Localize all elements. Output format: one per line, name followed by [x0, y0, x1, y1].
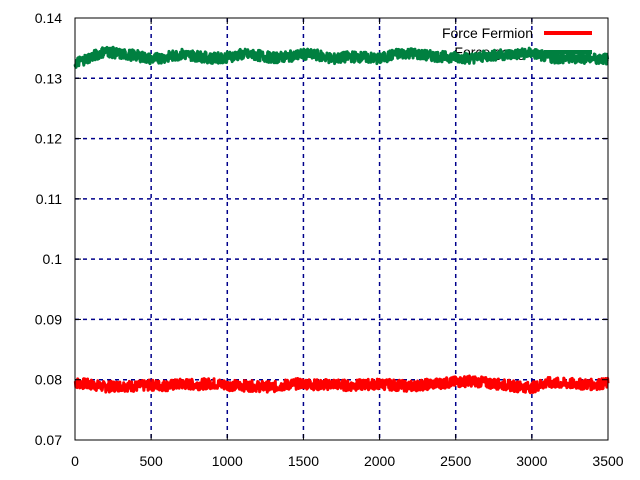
- x-tick-label: 2000: [364, 453, 395, 469]
- x-tick-label: 1000: [212, 453, 243, 469]
- series-line-1: [73, 45, 610, 69]
- legend-label: Force Fermion: [442, 25, 533, 41]
- x-tick-label: 2500: [440, 453, 471, 469]
- y-tick-label: 0.13: [35, 70, 62, 86]
- y-tick-label: 0.09: [35, 311, 62, 327]
- plot-frame: [74, 17, 609, 441]
- x-tick-label: 1500: [288, 453, 319, 469]
- y-tick-label: 0.07: [35, 432, 62, 448]
- y-tick-label: 0.12: [35, 131, 62, 147]
- y-tick-label: 0.08: [35, 372, 62, 388]
- series-line-0: [73, 374, 610, 395]
- y-tick-label: 0.11: [36, 191, 62, 207]
- y-tick-label: 0.1: [43, 251, 63, 267]
- x-tick-label: 3500: [592, 453, 623, 469]
- series-layer: [73, 45, 610, 395]
- ticks: 0 500 1000 1500 2000 2500 3000 3500 0.07 0.08 0.09…: [35, 10, 624, 469]
- grid: [75, 18, 608, 440]
- x-tick-label: 3000: [516, 453, 547, 469]
- x-tick-label: 0: [71, 453, 79, 469]
- y-tick-label: 0.14: [35, 10, 62, 26]
- x-tick-label: 500: [139, 453, 163, 469]
